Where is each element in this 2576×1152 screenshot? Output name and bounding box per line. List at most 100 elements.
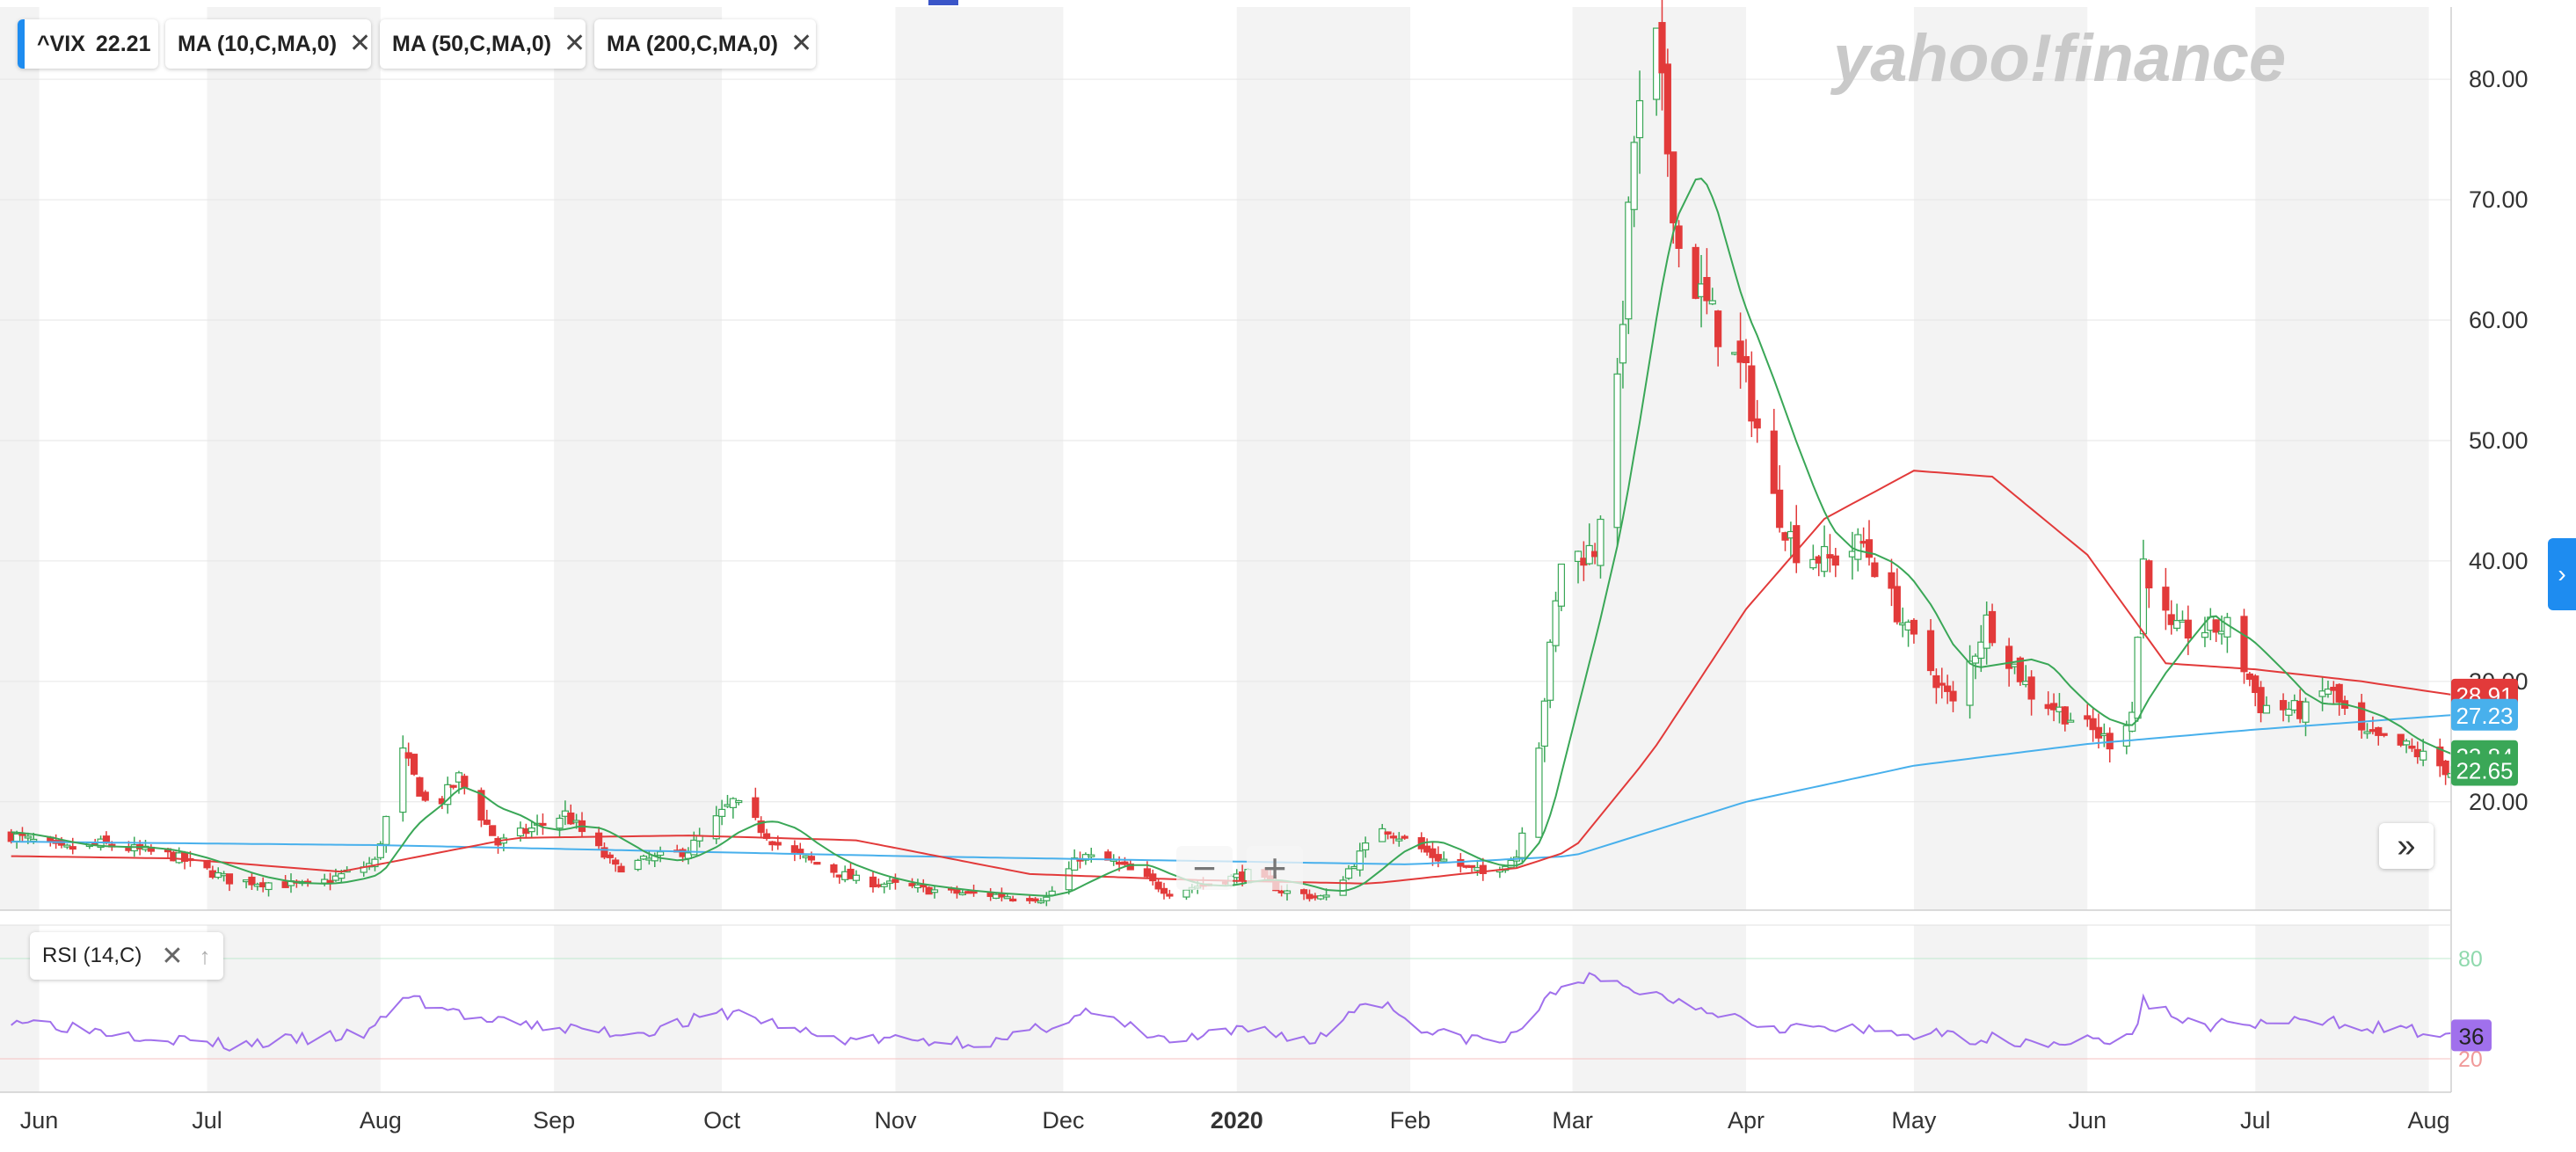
x-tick-label: Jun (2068, 1107, 2107, 1134)
candle-body (958, 892, 966, 896)
candle-body (30, 838, 38, 842)
candle-body (1966, 660, 1974, 706)
candle-body (1753, 418, 1761, 429)
candle-body (2027, 676, 2035, 700)
candle-body (1988, 610, 1997, 644)
candle-body (1043, 896, 1051, 901)
candle-body (421, 791, 429, 801)
candle-body (1557, 563, 1566, 607)
candle-body (1809, 558, 1817, 569)
candle-body (657, 851, 665, 857)
candle-body (1865, 539, 1874, 558)
candle-body (1081, 854, 1089, 861)
candle-body (1670, 151, 1677, 223)
candle-body (1003, 896, 1011, 900)
candle-body (1552, 600, 1560, 646)
candle-body (371, 858, 379, 868)
candle-body (326, 879, 334, 884)
active-range-marker (928, 0, 958, 5)
candle-body (1395, 838, 1403, 842)
candle-body (807, 856, 816, 861)
x-tick-label: 2020 (1211, 1107, 1263, 1134)
candle-body (2067, 719, 2075, 723)
candle-body (1910, 619, 1918, 635)
candle-body (2252, 675, 2259, 694)
candle-body (24, 835, 32, 839)
close-value-tag: 22.65 (2456, 757, 2513, 784)
y-tick-label: 80.00 (2469, 66, 2529, 92)
ma10-chip[interactable]: MA (10,C,MA,0) ✕ (165, 19, 371, 69)
candle-body (1389, 835, 1398, 839)
close-icon[interactable]: ✕ (349, 29, 372, 58)
rsi-tick-label: 80 (2458, 947, 2483, 972)
candle-body (1625, 201, 1633, 320)
candle-body (639, 856, 648, 860)
zoom-out-icon[interactable]: − (1176, 845, 1233, 891)
candle-body (1932, 674, 1940, 689)
candle-body (1793, 525, 1801, 564)
candle-body (1322, 894, 1330, 898)
candle-body (1926, 630, 1935, 672)
symbol-chip[interactable]: ^VIX 22.21 (18, 19, 158, 69)
candle-body (1065, 868, 1073, 891)
candle-body (2279, 700, 2288, 711)
candle-body (2380, 733, 2388, 736)
rsi-value-tag: 36 (2459, 1023, 2485, 1049)
candle-body (606, 854, 614, 858)
candle-body (869, 876, 877, 888)
double-chevron-right-icon[interactable]: » (2379, 823, 2434, 869)
symbol-name: ^VIX (37, 31, 85, 56)
candle-body (1088, 854, 1095, 857)
candle-body (225, 873, 234, 885)
candle-body (830, 864, 838, 873)
x-tick-label: Sep (533, 1107, 575, 1134)
candle-body (338, 872, 346, 879)
candle-body (1160, 887, 1168, 894)
candle-body (1703, 276, 1711, 302)
candle-body (1154, 881, 1162, 890)
candle-body (1126, 863, 1134, 871)
rsi-tick-label: 20 (2458, 1047, 2483, 1072)
month-band (207, 7, 381, 910)
candle-body (813, 862, 821, 865)
candle-body (690, 839, 698, 856)
candle-body (1619, 324, 1627, 364)
candle-body (483, 820, 491, 825)
candle-body (1379, 828, 1386, 842)
ma50-chip[interactable]: MA (50,C,MA,0) ✕ (380, 19, 586, 69)
candle-body (1071, 857, 1079, 871)
close-icon[interactable]: ✕ (790, 29, 813, 58)
month-band (895, 7, 1064, 910)
candle-body (1888, 572, 1896, 589)
candle-body (410, 754, 418, 775)
candle-body (1820, 545, 1829, 572)
candle-body (2302, 701, 2310, 723)
candle-body (852, 874, 860, 881)
candle-body (528, 827, 535, 833)
candle-body (1182, 889, 1190, 898)
zoom-in-icon[interactable]: + (1247, 845, 1303, 891)
candle-body (752, 797, 760, 819)
candle-body (847, 868, 855, 879)
candle-body (774, 842, 782, 846)
close-icon[interactable]: ✕ (564, 29, 586, 58)
candle-body (1708, 300, 1716, 305)
candle-body (63, 844, 71, 848)
candle-body (718, 808, 726, 817)
candle-body (1714, 310, 1722, 347)
ma10-label: MA (10,C,MA,0) (178, 31, 338, 56)
candle-body (1977, 641, 1985, 660)
ma50-label: MA (50,C,MA,0) (392, 31, 552, 56)
candle-body (1971, 655, 1980, 664)
candle-body (2094, 726, 2103, 739)
candle-body (930, 889, 939, 893)
chevron-right-icon[interactable]: › (2548, 538, 2576, 610)
arrow-up-icon[interactable]: ↑ (199, 942, 211, 969)
rsi-chip[interactable]: RSI (14,C) ✕ ↑ (30, 932, 223, 980)
candle-body (556, 817, 564, 829)
close-icon[interactable]: ✕ (161, 941, 184, 971)
ma200-chip[interactable]: MA (200,C,MA,0) ✕ (594, 19, 816, 69)
candle-body (416, 777, 424, 797)
x-tick-label: May (1891, 1107, 1937, 1134)
